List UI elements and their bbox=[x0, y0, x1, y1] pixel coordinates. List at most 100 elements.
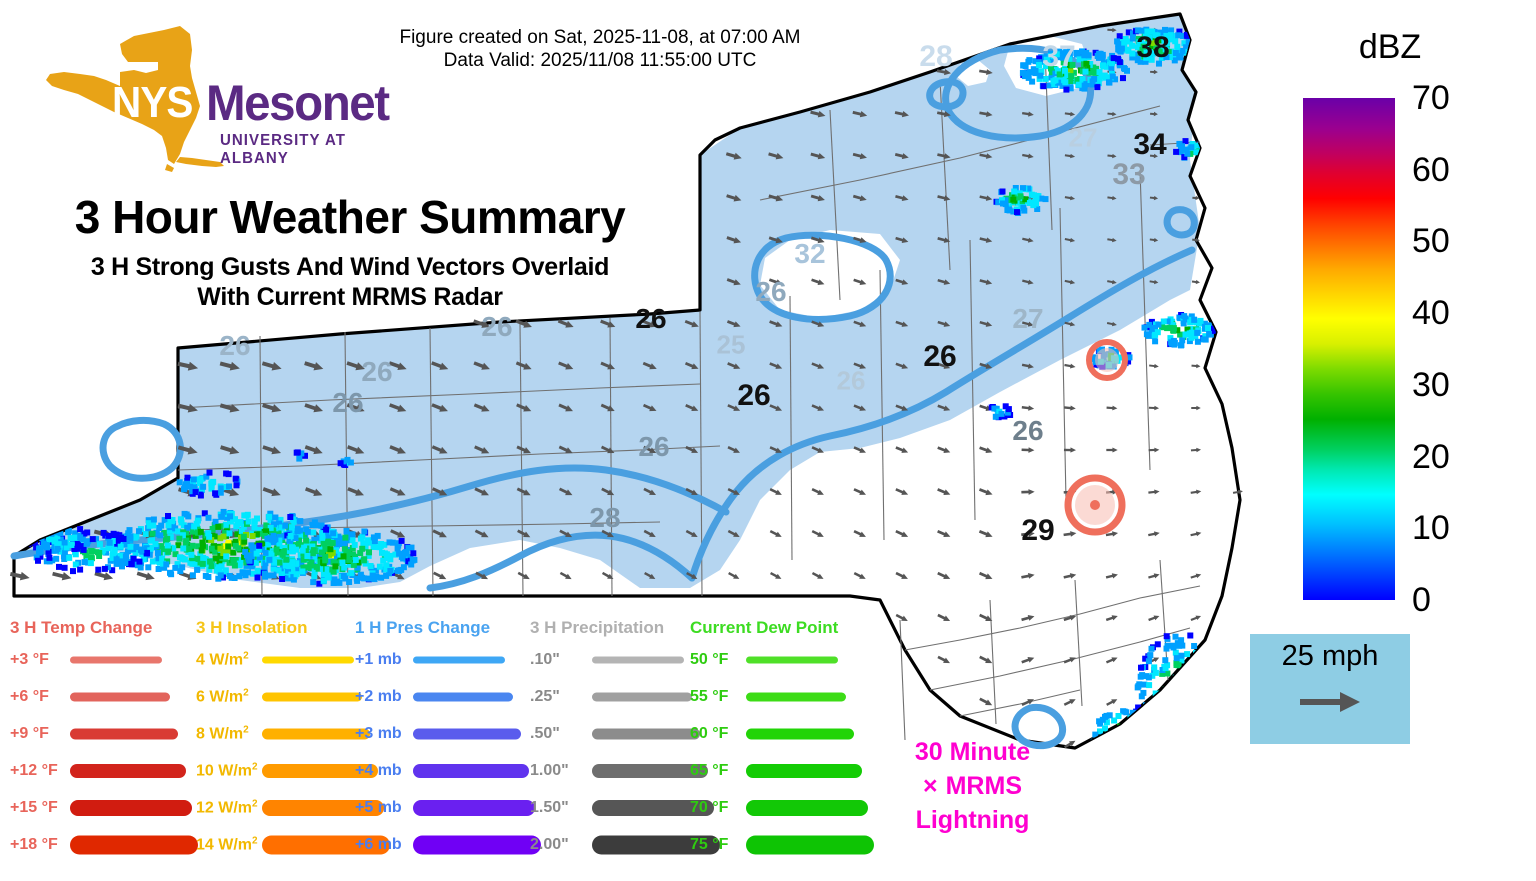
radar-pixel bbox=[1170, 731, 1176, 737]
radar-pixel bbox=[1168, 808, 1174, 814]
radar-pixel bbox=[1247, 801, 1253, 807]
radar-pixel bbox=[1216, 45, 1222, 51]
radar-pixel bbox=[1142, 807, 1148, 813]
radar-pixel bbox=[1163, 825, 1169, 831]
radar-pixel bbox=[332, 576, 338, 582]
radar-pixel bbox=[1215, 41, 1221, 47]
radar-pixel bbox=[1148, 771, 1154, 777]
radar-pixel bbox=[1094, 790, 1100, 796]
radar-pixel bbox=[1151, 734, 1157, 740]
radar-pixel bbox=[1154, 754, 1160, 760]
radar-pixel bbox=[370, 573, 376, 579]
radar-pixel bbox=[1207, 140, 1213, 146]
radar-pixel bbox=[1204, 43, 1210, 49]
radar-pixel bbox=[1207, 647, 1213, 653]
radar-pixel bbox=[1199, 797, 1205, 803]
radar-pixel bbox=[221, 509, 227, 515]
radar-pixel bbox=[102, 566, 108, 572]
radar-pixel bbox=[1282, 807, 1288, 813]
radar-pixel bbox=[1023, 63, 1029, 69]
radar-pixel bbox=[1160, 806, 1166, 812]
radar-pixel bbox=[1136, 741, 1142, 747]
radar-pixel bbox=[1127, 798, 1133, 804]
radar-pixel bbox=[1071, 827, 1077, 833]
radar-pixel bbox=[1116, 810, 1122, 816]
legend-row-swatch bbox=[262, 693, 362, 702]
radar-pixel bbox=[1207, 43, 1213, 49]
radar-pixel bbox=[1138, 665, 1144, 671]
radar-pixel bbox=[1128, 740, 1134, 746]
radar-pixel bbox=[297, 518, 303, 524]
gust-value-label: 38 bbox=[1136, 31, 1169, 65]
radar-pixel bbox=[1176, 811, 1182, 817]
radar-pixel bbox=[1123, 802, 1129, 808]
radar-pixel bbox=[1160, 803, 1166, 809]
radar-pixel bbox=[1201, 797, 1207, 803]
radar-pixel bbox=[1184, 796, 1190, 802]
radar-pixel bbox=[1124, 778, 1130, 784]
radar-pixel bbox=[127, 544, 133, 550]
radar-pixel bbox=[1128, 814, 1134, 820]
radar-pixel bbox=[1191, 806, 1197, 812]
radar-pixel bbox=[1105, 789, 1111, 795]
radar-pixel bbox=[1094, 838, 1100, 844]
radar-pixel bbox=[1185, 709, 1191, 715]
radar-pixel bbox=[1252, 803, 1258, 809]
radar-pixel bbox=[1192, 26, 1198, 32]
radar-pixel bbox=[1143, 765, 1149, 771]
radar-pixel bbox=[1183, 332, 1189, 338]
radar-pixel bbox=[1254, 771, 1260, 777]
radar-pixel bbox=[1254, 777, 1260, 783]
radar-pixel bbox=[1171, 338, 1177, 344]
legend-row-swatch bbox=[413, 657, 505, 664]
radar-pixel bbox=[1119, 820, 1125, 826]
radar-pixel bbox=[1215, 805, 1221, 811]
radar-pixel bbox=[1121, 809, 1127, 815]
radar-pixel bbox=[1234, 754, 1240, 760]
radar-pixel bbox=[1174, 808, 1180, 814]
radar-pixel bbox=[1077, 829, 1083, 835]
radar-pixel bbox=[1143, 780, 1149, 786]
radar-pixel bbox=[1118, 792, 1124, 798]
radar-pixel bbox=[1272, 826, 1278, 832]
radar-pixel bbox=[322, 557, 328, 563]
radar-pixel bbox=[1230, 42, 1236, 48]
radar-pixel bbox=[1136, 793, 1142, 799]
wind-arrow bbox=[1021, 613, 1035, 622]
radar-pixel bbox=[1141, 766, 1147, 772]
legend-row-label: +3 mb bbox=[355, 725, 402, 743]
radar-pixel bbox=[1132, 779, 1138, 785]
radar-pixel bbox=[1189, 818, 1195, 824]
radar-pixel bbox=[1249, 793, 1255, 799]
radar-pixel bbox=[1111, 786, 1117, 792]
radar-pixel bbox=[1179, 801, 1185, 807]
radar-pixel bbox=[77, 534, 83, 540]
radar-pixel bbox=[1116, 791, 1122, 797]
radar-pixel bbox=[1086, 838, 1092, 844]
radar-pixel bbox=[1284, 819, 1290, 825]
radar-pixel bbox=[1191, 41, 1197, 47]
radar-pixel bbox=[266, 557, 272, 563]
radar-pixel bbox=[1282, 770, 1288, 776]
lightning-line-3: Lightning bbox=[880, 803, 1065, 837]
radar-pixel bbox=[263, 550, 269, 556]
radar-pixel bbox=[1173, 50, 1179, 56]
radar-pixel bbox=[346, 557, 352, 563]
radar-pixel bbox=[1137, 745, 1143, 751]
radar-pixel bbox=[1149, 724, 1155, 730]
radar-pixel bbox=[1129, 781, 1135, 787]
radar-pixel bbox=[1178, 695, 1184, 701]
radar-pixel bbox=[1129, 766, 1135, 772]
radar-pixel bbox=[1143, 673, 1149, 679]
radar-pixel bbox=[46, 555, 52, 561]
radar-pixel bbox=[1117, 803, 1123, 809]
radar-pixel bbox=[1217, 816, 1223, 822]
radar-pixel bbox=[1215, 781, 1221, 787]
radar-pixel bbox=[252, 524, 258, 530]
radar-pixel bbox=[1176, 744, 1182, 750]
radar-pixel bbox=[215, 576, 221, 582]
radar-pixel bbox=[1237, 146, 1243, 152]
radar-pixel bbox=[1275, 823, 1281, 829]
radar-pixel bbox=[1130, 749, 1136, 755]
radar-pixel bbox=[1281, 766, 1287, 772]
